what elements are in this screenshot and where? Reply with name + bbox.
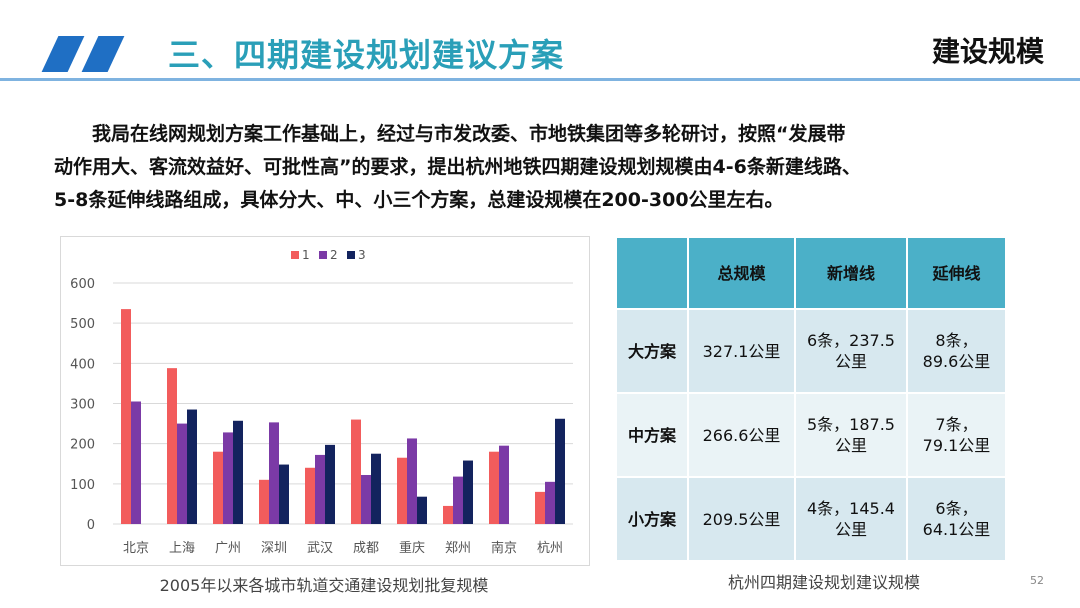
bar	[443, 505, 453, 524]
chart-container: 0 100 200 300 400 500 600 北京 上海 广州 深圳 武汉 成都 重庆 郑州 南京 杭州 1…	[60, 236, 590, 566]
page-number: 52	[1030, 574, 1044, 587]
ext-lines-cell: 8条， 89.6公里	[908, 310, 1005, 392]
ext-lines-length: 79.1公里	[922, 436, 991, 455]
section-title: 建设规模	[931, 35, 1044, 68]
y-tick-label: 0	[87, 518, 95, 533]
x-tick-label: 南京	[491, 540, 517, 556]
bar	[453, 476, 463, 524]
y-tick-label: 500	[70, 317, 95, 332]
table-header-ext: 延伸线	[908, 238, 1005, 308]
bar	[213, 451, 223, 524]
legend-label: 1	[302, 248, 310, 262]
new-lines-unit: 公里	[834, 352, 867, 371]
y-tick-label: 200	[70, 438, 95, 453]
y-tick-label: 600	[70, 277, 95, 292]
stripe-icon	[41, 36, 85, 72]
table-corner	[617, 238, 687, 308]
total-cell: 327.1公里	[689, 310, 794, 392]
x-tick-label: 广州	[215, 541, 241, 556]
bar	[407, 438, 417, 524]
bar	[223, 432, 233, 524]
new-lines-cell: 4条，145.4 公里	[796, 478, 906, 560]
ext-lines-cell: 6条， 64.1公里	[908, 478, 1005, 560]
bar	[233, 420, 243, 524]
ext-lines-length: 64.1公里	[922, 520, 991, 539]
header-rule	[0, 78, 1080, 81]
x-tick-label: 杭州	[537, 541, 563, 556]
total-cell: 209.5公里	[689, 478, 794, 560]
legend-label: 2	[330, 248, 338, 262]
ext-lines-count: 8条，	[935, 331, 978, 350]
bar-chart: 0 100 200 300 400 500 600 北京 上海 广州 深圳 武汉 成都 重庆 郑州 南京 杭州 1…	[70, 248, 573, 556]
bar	[315, 454, 325, 524]
plan-table: 总规模 新增线 延伸线 大方案 327.1公里 6条，237.5 公里 8条， 89…	[615, 236, 1007, 562]
legend-swatch	[319, 251, 327, 259]
bar	[499, 445, 509, 524]
bar	[279, 464, 289, 524]
ext-lines-cell: 7条， 79.1公里	[908, 394, 1005, 476]
bar	[555, 418, 565, 524]
bar	[535, 491, 545, 524]
bar	[131, 401, 141, 524]
bar	[167, 368, 177, 524]
x-tick-label: 深圳	[261, 541, 287, 556]
new-lines-cell: 6条，237.5 公里	[796, 310, 906, 392]
table-row: 中方案 266.6公里 5条，187.5 公里 7条， 79.1公里	[617, 394, 1005, 476]
bar	[417, 496, 427, 524]
table-row: 大方案 327.1公里 6条，237.5 公里 8条， 89.6公里	[617, 310, 1005, 392]
table-caption: 杭州四期建设规划建议规模	[727, 573, 920, 592]
ext-lines-count: 6条，	[935, 499, 978, 518]
y-tick-label: 100	[70, 478, 95, 493]
new-lines-count: 4条，145.4	[807, 499, 895, 518]
slide-title: 三、四期建设规划建议方案	[168, 36, 565, 74]
slide-header: 三、四期建设规划建议方案 建设规模	[0, 0, 1080, 82]
paragraph-line: 我局在线网规划方案工作基础上，经过与市发改委、市地铁集团等多轮研讨，按照“发展带	[92, 123, 846, 145]
bar	[187, 409, 197, 524]
bar	[121, 309, 131, 524]
x-tick-label: 武汉	[307, 541, 333, 556]
new-lines-count: 5条，187.5	[807, 415, 895, 434]
legend-swatch	[291, 251, 299, 259]
table-header-row: 总规模 新增线 延伸线	[617, 238, 1005, 308]
y-tick-label: 400	[70, 357, 95, 372]
new-lines-cell: 5条，187.5 公里	[796, 394, 906, 476]
bar	[361, 474, 371, 524]
x-tick-label: 成都	[353, 541, 379, 556]
legend-swatch	[347, 251, 355, 259]
table-row: 小方案 209.5公里 4条，145.4 公里 6条， 64.1公里	[617, 478, 1005, 560]
x-tick-label: 北京	[123, 541, 149, 556]
stripe-icon	[81, 36, 125, 72]
bar	[489, 451, 499, 524]
new-lines-unit: 公里	[834, 436, 867, 455]
new-lines-count: 6条，237.5	[807, 331, 895, 350]
new-lines-unit: 公里	[834, 520, 867, 539]
bar	[371, 453, 381, 524]
table-header-total: 总规模	[689, 238, 794, 308]
bar	[463, 460, 473, 524]
bar	[305, 467, 315, 524]
chart-caption: 2005年以来各城市轨道交通建设规划批复规模	[159, 576, 489, 595]
bar	[269, 422, 279, 524]
ext-lines-count: 7条，	[935, 415, 978, 434]
intro-paragraph: 我局在线网规划方案工作基础上，经过与市发改委、市地铁集团等多轮研讨，按照“发展带…	[54, 118, 1034, 217]
x-tick-label: 重庆	[399, 540, 425, 556]
bar	[259, 479, 269, 524]
y-tick-label: 300	[70, 398, 95, 413]
x-tick-label: 上海	[169, 541, 195, 556]
row-label: 小方案	[617, 478, 687, 560]
bar	[325, 444, 335, 524]
paragraph-line: 动作用大、客流效益好、可批性高”的要求，提出杭州地铁四期建设规划规模由4-6条新…	[54, 156, 861, 178]
table-header-new: 新增线	[796, 238, 906, 308]
total-cell: 266.6公里	[689, 394, 794, 476]
row-label: 中方案	[617, 394, 687, 476]
legend-label: 3	[358, 248, 366, 262]
bar	[397, 457, 407, 524]
bar	[177, 423, 187, 524]
ext-lines-length: 89.6公里	[922, 352, 991, 371]
row-label: 大方案	[617, 310, 687, 392]
paragraph-line: 5-8条延伸线路组成，具体分大、中、小三个方案，总建设规模在200-300公里左…	[54, 189, 784, 211]
bar	[545, 481, 555, 524]
x-tick-label: 郑州	[445, 541, 471, 556]
bar	[351, 419, 361, 524]
